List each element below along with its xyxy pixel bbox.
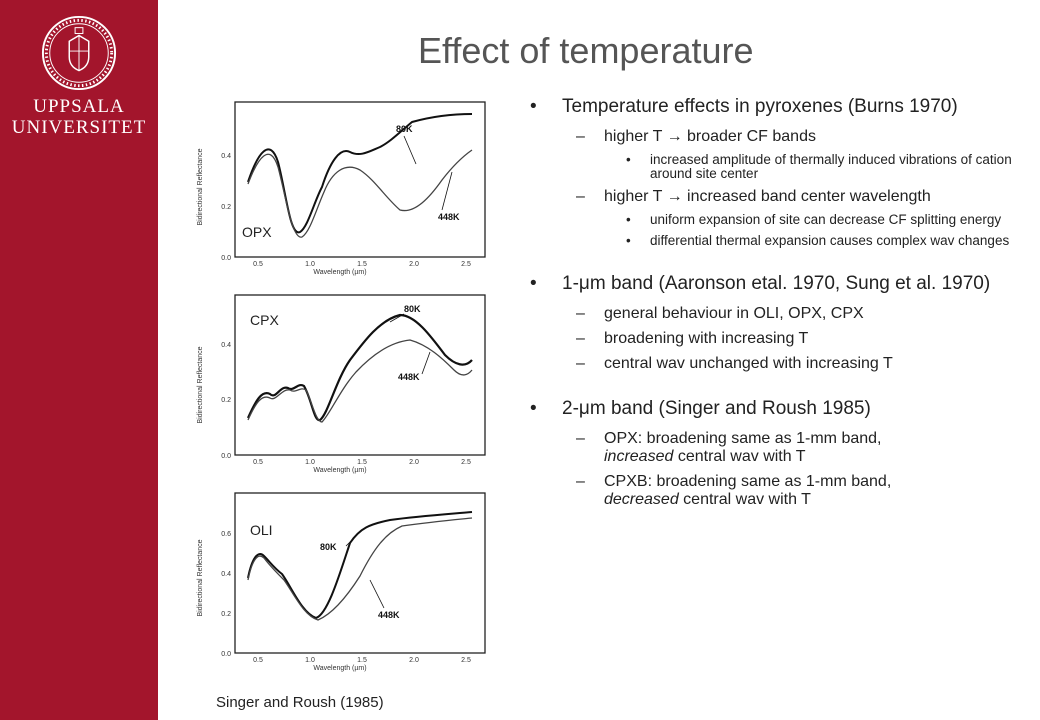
x-tick: 2.0 <box>409 459 419 466</box>
panel-label-cpx: CPX <box>250 312 279 328</box>
bullet-1um-band: 1-μm band (Aaronson etal. 1970, Sung et … <box>522 273 1022 295</box>
y-tick: 0.2 <box>221 204 231 211</box>
sub-bullet: central wav unchanged with increasing T <box>522 355 1022 373</box>
bullet-2um-band: 2-μm band (Singer and Roush 1985) <box>522 398 1022 420</box>
x-tick: 2.5 <box>461 657 471 664</box>
sub-bullet: broadening with increasing T <box>522 330 1022 348</box>
curve-label-448k: 448K <box>378 610 400 620</box>
x-axis-label: Wavelength (µm) <box>313 269 366 276</box>
sub-bullet: higher T → increased band center wavelen… <box>522 188 1022 206</box>
text-segment: CPXB: broadening same as 1-mm band, <box>604 473 892 490</box>
figure-caption: Singer and Roush (1985) <box>216 694 384 711</box>
oli-spectrum-plot: Bidirectional Reflectance 0.0 0.2 0.4 0.… <box>197 492 486 672</box>
panel-label-opx: OPX <box>242 224 272 240</box>
x-tick: 2.5 <box>461 459 471 466</box>
page-title: Effect of temperature <box>418 30 754 71</box>
university-name-line2: UNIVERSITET <box>11 117 147 138</box>
bullet-list: Temperature effects in pyroxenes (Burns … <box>522 96 1022 516</box>
x-axis-label: Wavelength (µm) <box>313 467 366 474</box>
y-tick: 0.2 <box>221 611 231 618</box>
x-tick: 1.0 <box>305 261 315 268</box>
y-tick: 0.6 <box>221 531 231 538</box>
y-tick: 0.4 <box>221 342 231 349</box>
y-tick: 0.0 <box>221 453 231 460</box>
detail-bullet: increased amplitude of thermally induced… <box>522 153 1022 181</box>
x-tick: 2.0 <box>409 261 419 268</box>
opx-spectrum-plot: Bidirectional Reflectance 0.0 0.2 0.4 0.… <box>197 101 486 276</box>
panel-label-oli: OLI <box>250 522 273 538</box>
x-tick: 0.5 <box>253 657 263 664</box>
curve-label-80k: 80K <box>404 304 421 314</box>
x-tick: 1.0 <box>305 459 315 466</box>
x-tick: 1.0 <box>305 657 315 664</box>
curve-label-448k: 448K <box>398 372 420 382</box>
curve-label-80k: 80K <box>320 542 337 552</box>
sidebar: UPPSALA UNIVERSITET <box>0 0 158 720</box>
detail-bullet: uniform expansion of site can decrease C… <box>522 213 1022 228</box>
cpx-spectrum-plot: Bidirectional Reflectance 0.0 0.2 0.4 0.… <box>197 294 486 474</box>
x-tick: 1.5 <box>357 261 367 268</box>
emphasis-text: decreased <box>604 491 679 508</box>
sub-bullet: higher T → broader CF bands <box>522 128 1022 146</box>
y-tick: 0.0 <box>221 255 231 262</box>
sub-bullet: general behaviour in OLI, OPX, CPX <box>522 305 1022 323</box>
x-tick: 0.5 <box>253 459 263 466</box>
x-axis-label: Wavelength (µm) <box>313 665 366 672</box>
x-tick: 1.5 <box>357 459 367 466</box>
text-segment: central wav with T <box>673 448 806 465</box>
curve-label-448k: 448K <box>438 212 460 222</box>
sub-bullet: OPX: broadening same as 1-mm band,increa… <box>522 430 1022 466</box>
y-tick: 0.4 <box>221 153 231 160</box>
y-axis-label: Bidirectional Reflectance <box>197 346 204 423</box>
sub-bullet: CPXB: broadening same as 1-mm band,decre… <box>522 473 1022 509</box>
y-tick: 0.0 <box>221 651 231 658</box>
x-tick: 0.5 <box>253 261 263 268</box>
y-tick: 0.2 <box>221 397 231 404</box>
y-axis-label: Bidirectional Reflectance <box>197 539 204 616</box>
bullet-temperature-effects: Temperature effects in pyroxenes (Burns … <box>522 96 1022 118</box>
emphasis-text: increased <box>604 448 674 465</box>
x-tick: 1.5 <box>357 657 367 664</box>
y-tick: 0.4 <box>221 571 231 578</box>
detail-bullet: differential thermal expansion causes co… <box>522 234 1022 249</box>
x-tick: 2.0 <box>409 657 419 664</box>
y-axis-label: Bidirectional Reflectance <box>197 148 204 225</box>
text-segment: OPX: broadening same as 1-mm band, <box>604 430 882 447</box>
university-name-line1: UPPSALA <box>33 96 125 117</box>
uppsala-university-seal-icon <box>41 15 117 91</box>
x-tick: 2.5 <box>461 261 471 268</box>
curve-label-80k: 80K <box>396 124 413 134</box>
text-segment: central wav with T <box>678 491 811 508</box>
